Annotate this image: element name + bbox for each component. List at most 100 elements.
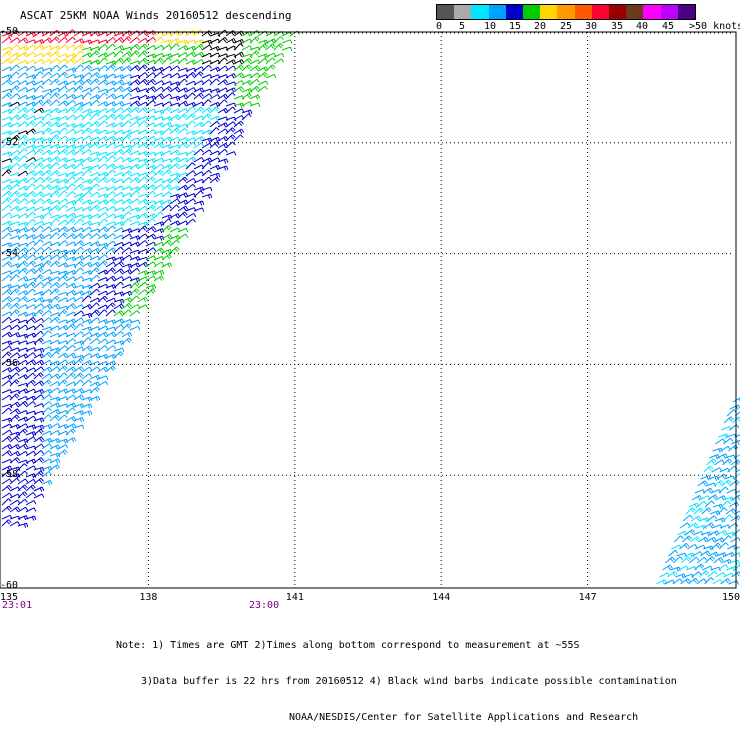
- wind-barb: [42, 380, 51, 386]
- wind-barb: [18, 464, 27, 470]
- wind-barb: [718, 508, 727, 514]
- wind-barb: [18, 149, 27, 155]
- wind-barb: [42, 472, 52, 478]
- wind-barb: [26, 493, 36, 499]
- wind-barb: [2, 430, 12, 435]
- wind-barb: [42, 212, 52, 218]
- wind-barb: [186, 131, 196, 136]
- wind-barb: [138, 159, 148, 164]
- wind-barb: [98, 44, 108, 50]
- wind-barb: [82, 411, 92, 416]
- wind-barb: [218, 149, 228, 155]
- wind-barb: [2, 485, 12, 491]
- wind-barb: [34, 59, 44, 64]
- wind-barb: [10, 72, 19, 78]
- wind-barb: [18, 268, 27, 274]
- wind-barb: [250, 86, 260, 92]
- wind-barb: [42, 93, 51, 99]
- wind-barb: [202, 163, 211, 170]
- wind-barb: [154, 143, 164, 148]
- wind-barb: [98, 261, 107, 267]
- wind-barb: [98, 255, 108, 261]
- wind-barb: [42, 352, 51, 358]
- wind-barb: [74, 241, 84, 246]
- wind-barb: [50, 108, 60, 113]
- wind-barb: [50, 191, 59, 197]
- wind-barb: [106, 206, 116, 211]
- wind-barb: [242, 93, 252, 99]
- wind-barb: [2, 166, 12, 170]
- wind-barb: [50, 58, 60, 64]
- wind-barb: [58, 380, 67, 386]
- wind-barb: [2, 499, 11, 505]
- wind-barb: [90, 177, 100, 183]
- wind-barb: [50, 65, 60, 71]
- wind-barb: [50, 219, 59, 225]
- wind-barb: [708, 571, 718, 577]
- wind-barb: [26, 380, 35, 386]
- wind-barb: [186, 52, 196, 57]
- wind-barb: [202, 194, 212, 199]
- wind-barb: [234, 87, 244, 93]
- wind-barb: [686, 508, 695, 514]
- latitude-label: -56: [0, 358, 18, 369]
- wind-barb: [730, 405, 740, 410]
- wind-barb: [66, 373, 75, 379]
- wind-barb: [74, 268, 83, 274]
- wind-barb: [42, 128, 51, 134]
- wind-barb: [242, 58, 252, 64]
- wind-barb: [130, 80, 140, 85]
- wind-barb: [42, 415, 51, 421]
- wind-barb: [663, 565, 673, 570]
- wind-barb: [122, 212, 131, 218]
- wind-barb: [704, 523, 714, 528]
- wind-barb: [130, 101, 140, 106]
- wind-barb: [90, 100, 99, 106]
- wind-barb: [82, 380, 91, 386]
- wind-barb: [2, 205, 11, 211]
- wind-barb: [18, 479, 28, 484]
- wind-barb: [170, 177, 180, 183]
- wind-barb: [2, 346, 12, 351]
- wind-barb: [34, 338, 43, 344]
- wind-barb: [34, 121, 44, 127]
- wind-barb: [50, 135, 59, 141]
- wind-barb: [138, 257, 148, 261]
- wind-barb: [2, 436, 12, 442]
- wind-barb: [719, 564, 729, 570]
- wind-barb: [114, 114, 123, 120]
- wind-barb: [106, 170, 115, 176]
- wind-barb: [138, 234, 148, 239]
- wind-barb: [26, 317, 36, 323]
- wind-barb: [2, 213, 12, 218]
- wind-barb: [106, 38, 116, 44]
- wind-barb: [162, 226, 171, 233]
- wind-barb: [154, 58, 163, 64]
- wind-barb: [90, 338, 100, 344]
- wind-barb: [202, 65, 212, 71]
- wind-barb: [26, 501, 36, 505]
- wind-barb: [82, 296, 91, 302]
- wind-barb: [710, 455, 720, 460]
- wind-barb: [274, 59, 284, 64]
- wind-barb: [170, 150, 180, 155]
- wind-barb: [130, 296, 139, 302]
- wind-barb: [82, 93, 91, 99]
- wind-barb: [82, 170, 91, 176]
- wind-barb: [10, 507, 20, 512]
- wind-barb: [34, 471, 43, 477]
- wind-barb: [2, 317, 12, 323]
- wind-barb: [682, 536, 691, 542]
- wind-barb: [26, 184, 35, 190]
- wind-barb: [130, 96, 140, 100]
- wind-barb: [50, 233, 59, 239]
- wind-barb: [226, 93, 235, 99]
- wind-barb: [10, 373, 19, 379]
- wind-barb: [2, 451, 12, 457]
- wind-barb: [58, 191, 67, 197]
- wind-barb: [138, 297, 148, 302]
- wind-barb: [685, 530, 695, 536]
- wind-barb: [98, 93, 107, 99]
- wind-barb: [721, 501, 730, 507]
- wind-barb: [114, 149, 124, 155]
